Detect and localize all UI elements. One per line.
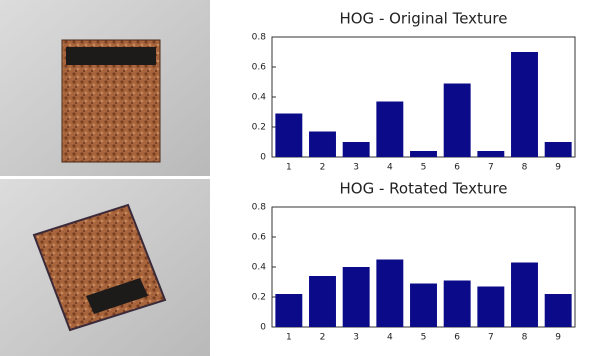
bar [410,151,437,157]
x-tick-label: 1 [286,333,292,343]
bar [275,294,303,327]
x-tick-label: 6 [454,333,460,343]
bar [376,101,404,157]
x-tick-label: 5 [421,163,427,173]
bar [544,142,572,157]
x-tick-label: 4 [387,163,393,173]
x-tick-label: 1 [286,163,292,173]
y-tick-label: 0 [260,153,266,163]
photo-original [0,0,210,176]
bar [342,142,370,157]
y-tick-label: 0.6 [252,233,267,243]
bar [443,83,471,157]
bar [376,259,404,327]
bar [443,280,471,327]
y-tick-label: 0.4 [252,263,267,273]
chart-title: HOG - Original Texture [339,10,507,28]
bar [511,52,538,157]
photo-rotated [0,179,210,356]
bar [544,294,572,327]
x-tick-label: 9 [555,333,561,343]
x-tick-label: 7 [488,163,494,173]
x-tick-label: 2 [320,333,326,343]
x-tick-label: 3 [353,333,359,343]
x-tick-label: 9 [555,163,561,173]
chart-title: HOG - Rotated Texture [340,180,508,198]
y-tick-label: 0.8 [252,203,267,213]
bar [275,113,303,157]
x-tick-label: 5 [421,333,427,343]
y-tick-label: 0.8 [252,33,267,43]
x-tick-label: 2 [320,163,326,173]
y-tick-label: 0.6 [252,63,267,73]
x-tick-label: 8 [522,333,528,343]
bar [309,131,336,157]
x-tick-label: 7 [488,333,494,343]
x-tick-label: 3 [353,163,359,173]
y-tick-label: 0.2 [252,293,266,303]
bar [511,262,538,327]
bar [477,286,505,327]
y-tick-label: 0.2 [252,123,266,133]
x-tick-label: 8 [522,163,528,173]
x-tick-label: 6 [454,163,460,173]
bar [477,151,505,157]
bar [309,276,336,327]
bar [342,267,370,327]
y-tick-label: 0 [260,323,266,333]
bar [410,283,437,327]
y-tick-label: 0.4 [252,93,267,103]
x-tick-label: 4 [387,333,393,343]
